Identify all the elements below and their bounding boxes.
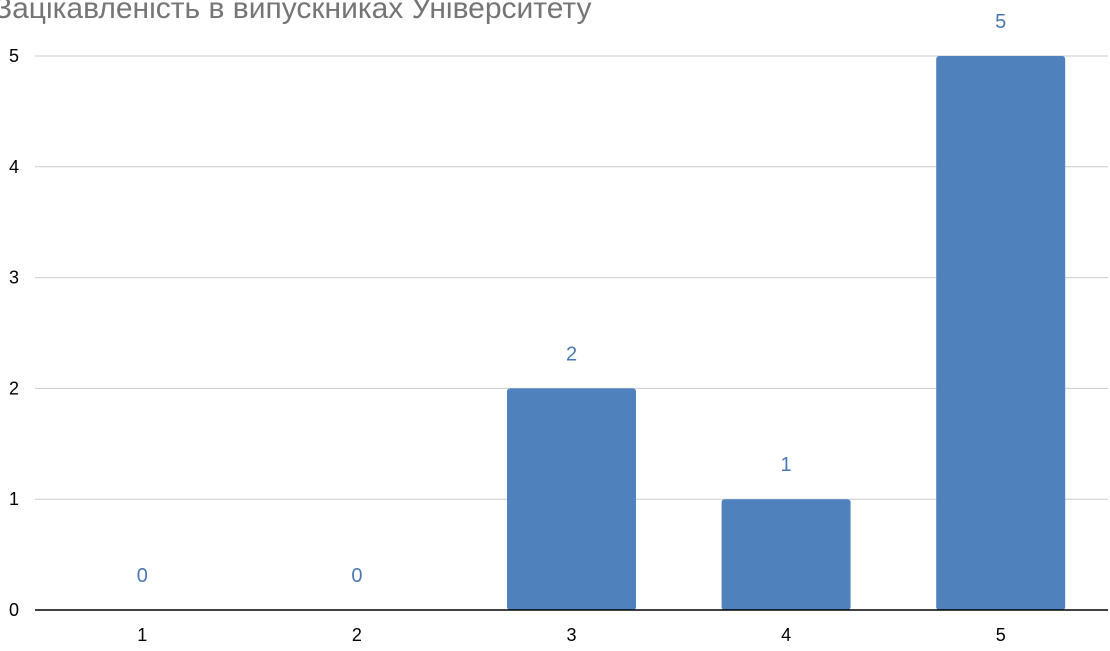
y-tick-label-4: 4 bbox=[9, 157, 19, 177]
gridlines bbox=[35, 55, 1108, 500]
bar-3 bbox=[507, 388, 636, 610]
data-label-4: 1 bbox=[781, 454, 792, 476]
x-tick-label-5: 5 bbox=[996, 625, 1006, 645]
data-label-1: 0 bbox=[137, 565, 148, 587]
y-axis-ticks: 0 1 2 3 4 5 bbox=[9, 46, 19, 620]
x-tick-label-1: 1 bbox=[137, 625, 147, 645]
y-tick-label-2: 2 bbox=[9, 378, 19, 398]
data-label-2: 0 bbox=[351, 565, 362, 587]
x-tick-label-4: 4 bbox=[781, 625, 791, 645]
y-tick-label-1: 1 bbox=[9, 489, 19, 509]
chart-title: Зацікавленість в випускниках Університет… bbox=[0, 0, 591, 25]
bars bbox=[507, 56, 1066, 610]
data-labels: 0 0 2 1 5 bbox=[137, 11, 1007, 587]
bar-5 bbox=[936, 56, 1066, 610]
x-tick-label-3: 3 bbox=[566, 625, 576, 645]
bar-4 bbox=[721, 499, 851, 610]
x-tick-label-2: 2 bbox=[352, 625, 362, 645]
y-tick-label-0: 0 bbox=[9, 600, 19, 620]
data-label-5: 5 bbox=[995, 11, 1006, 33]
x-axis-ticks: 1 2 3 4 5 bbox=[137, 625, 1005, 645]
y-tick-label-5: 5 bbox=[9, 46, 19, 66]
data-label-3: 2 bbox=[566, 343, 577, 365]
y-tick-label-3: 3 bbox=[9, 268, 19, 288]
